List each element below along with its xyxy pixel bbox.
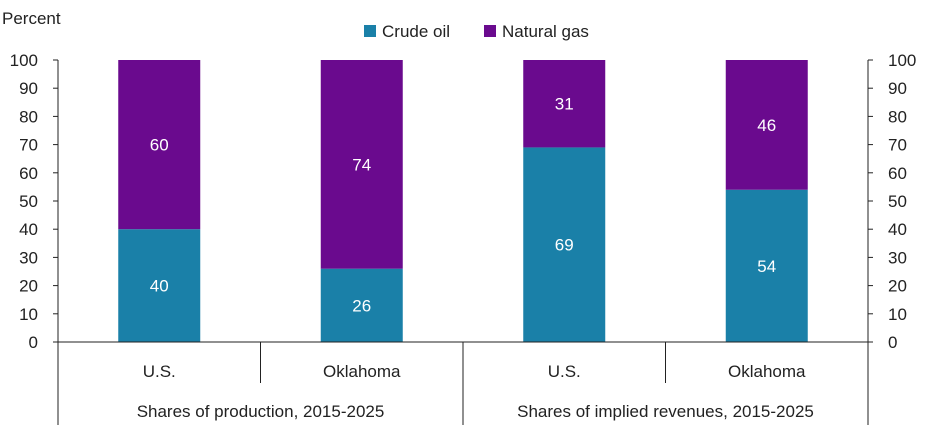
bar-segment-natural-gas xyxy=(725,60,808,190)
left-tick-label: 100 xyxy=(10,51,38,70)
left-tick-label: 0 xyxy=(29,333,38,352)
left-tick-label: 40 xyxy=(19,220,38,239)
bars: 40 60 26 74 69 31 54 46 xyxy=(118,60,808,342)
legend-label: Natural gas xyxy=(502,22,589,41)
right-tick-label: 20 xyxy=(888,277,907,296)
right-tick-label: 30 xyxy=(888,248,907,267)
left-y-axis: 0 10 20 30 40 50 60 70 80 90 100 xyxy=(10,51,59,352)
right-tick-label: 0 xyxy=(888,333,897,352)
legend-swatch-natural-gas xyxy=(484,25,496,37)
data-label: 40 xyxy=(150,277,169,296)
bar-segment-crude-oil xyxy=(118,229,201,342)
right-tick-label: 70 xyxy=(888,136,907,155)
data-label: 26 xyxy=(352,296,371,315)
legend-label: Crude oil xyxy=(382,22,450,41)
legend: Crude oil Natural gas xyxy=(364,22,589,41)
left-tick-label: 60 xyxy=(19,164,38,183)
data-label: 69 xyxy=(555,236,574,255)
data-label: 74 xyxy=(352,155,371,174)
y-axis-label: Percent xyxy=(2,9,61,28)
category-label: U.S. xyxy=(548,362,581,381)
right-tick-label: 100 xyxy=(888,51,916,70)
data-label: 60 xyxy=(150,136,169,155)
bar-segment-crude-oil xyxy=(725,189,808,342)
bar-segment-natural-gas xyxy=(118,60,201,230)
data-label: 54 xyxy=(757,257,776,276)
right-tick-label: 10 xyxy=(888,305,907,324)
category-label: Oklahoma xyxy=(323,362,401,381)
right-tick-label: 50 xyxy=(888,192,907,211)
bar-segment-natural-gas xyxy=(320,60,403,269)
right-tick-label: 90 xyxy=(888,79,907,98)
left-tick-label: 30 xyxy=(19,248,38,267)
left-tick-label: 20 xyxy=(19,277,38,296)
right-tick-label: 40 xyxy=(888,220,907,239)
group-label: Shares of production, 2015-2025 xyxy=(137,402,385,421)
category-label: U.S. xyxy=(143,362,176,381)
category-label: Oklahoma xyxy=(728,362,806,381)
right-tick-label: 80 xyxy=(888,107,907,126)
x-axis: U.S. Oklahoma U.S. Oklahoma Shares of produc… xyxy=(57,341,869,425)
left-tick-label: 90 xyxy=(19,79,38,98)
group-label: Shares of implied revenues, 2015-2025 xyxy=(517,402,814,421)
left-tick-label: 70 xyxy=(19,136,38,155)
bar-segment-natural-gas xyxy=(523,60,606,148)
left-tick-label: 10 xyxy=(19,305,38,324)
left-tick-label: 80 xyxy=(19,107,38,126)
bar-segment-crude-oil xyxy=(523,147,606,342)
right-tick-label: 60 xyxy=(888,164,907,183)
data-label: 31 xyxy=(555,95,574,114)
left-tick-label: 50 xyxy=(19,192,38,211)
right-y-axis: 0 10 20 30 40 50 60 70 80 90 100 xyxy=(867,51,916,352)
bar-segment-crude-oil xyxy=(320,268,403,342)
legend-swatch-crude-oil xyxy=(364,25,376,37)
data-label: 46 xyxy=(757,116,776,135)
